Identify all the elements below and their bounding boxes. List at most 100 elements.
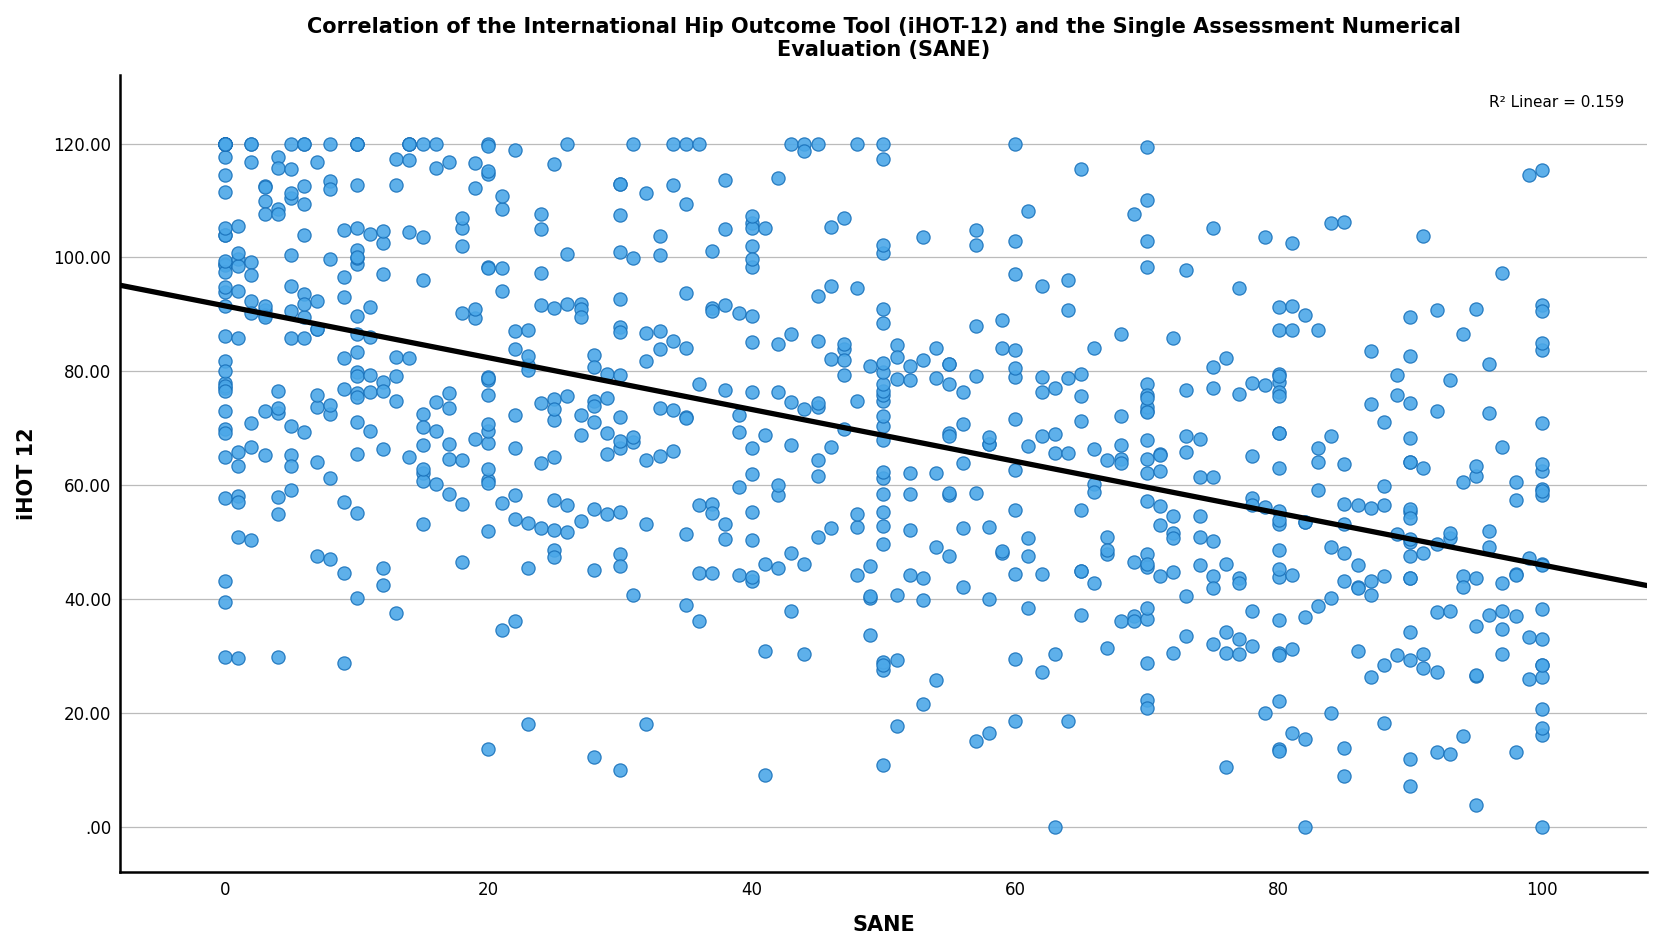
Point	[1028, 278, 1055, 293]
Point	[870, 393, 897, 408]
Point	[712, 517, 739, 532]
Point	[501, 323, 527, 338]
Point	[1200, 636, 1226, 651]
Point	[1055, 714, 1082, 729]
Point	[476, 387, 503, 403]
Point	[962, 318, 988, 333]
Point	[672, 409, 699, 425]
Point	[1358, 396, 1384, 411]
Point	[211, 298, 238, 313]
Point	[318, 174, 344, 189]
Point	[211, 253, 238, 268]
Point	[739, 238, 765, 253]
Point	[476, 163, 503, 178]
Point	[844, 520, 870, 535]
Point	[988, 545, 1015, 561]
Point	[621, 250, 647, 266]
Point	[211, 136, 238, 151]
Point	[581, 347, 607, 362]
Point	[1133, 556, 1160, 571]
Point	[1489, 266, 1516, 281]
Point	[251, 447, 278, 463]
Point	[356, 299, 383, 314]
Point	[870, 151, 897, 167]
Point	[1345, 580, 1371, 595]
Point	[1186, 469, 1213, 485]
Point	[211, 136, 238, 151]
Point	[436, 154, 463, 169]
Point	[1529, 482, 1556, 497]
Point	[1082, 477, 1108, 492]
Point	[1398, 396, 1424, 411]
Point	[369, 267, 396, 282]
Point	[1265, 374, 1291, 389]
Point	[383, 605, 409, 621]
Point	[739, 334, 765, 349]
Point	[238, 154, 265, 169]
Point	[607, 558, 634, 573]
Point	[265, 202, 291, 217]
Point	[541, 549, 567, 565]
Point	[870, 758, 897, 773]
Point	[897, 372, 924, 387]
Title: Correlation of the International Hip Outcome Tool (iHOT-12) and the Single Asses: Correlation of the International Hip Out…	[306, 17, 1461, 60]
Point	[1529, 720, 1556, 735]
Point	[1278, 323, 1305, 338]
Point	[238, 440, 265, 455]
Point	[514, 515, 541, 530]
Point	[1186, 557, 1213, 572]
Point	[752, 556, 779, 571]
Point	[817, 278, 844, 293]
Point	[329, 565, 356, 581]
Point	[1133, 692, 1160, 707]
Point	[211, 149, 238, 165]
Point	[1055, 446, 1082, 461]
Point	[305, 400, 331, 415]
Point	[726, 425, 752, 440]
Point	[278, 459, 305, 474]
Point	[1489, 603, 1516, 618]
Point	[305, 548, 331, 564]
Point	[830, 352, 857, 367]
Point	[409, 407, 436, 422]
Point	[830, 341, 857, 356]
Point	[1028, 385, 1055, 400]
Point	[369, 578, 396, 593]
Point	[699, 496, 726, 511]
Point	[1068, 607, 1095, 623]
Point	[476, 472, 503, 487]
Point	[1503, 567, 1529, 583]
Point	[1529, 602, 1556, 617]
Point	[1398, 510, 1424, 526]
Point	[870, 504, 897, 519]
Point	[343, 178, 369, 193]
Point	[251, 194, 278, 209]
Point	[962, 222, 988, 237]
Point	[1093, 545, 1120, 561]
Point	[699, 565, 726, 581]
Point	[646, 324, 672, 339]
Point	[1265, 569, 1291, 585]
Point	[672, 410, 699, 426]
Point	[607, 176, 634, 191]
Point	[1160, 508, 1186, 524]
Point	[423, 477, 449, 492]
Point	[1240, 498, 1266, 513]
Point	[211, 185, 238, 200]
Point	[1529, 335, 1556, 350]
Point	[790, 557, 817, 572]
Point	[1529, 464, 1556, 479]
Point	[1093, 453, 1120, 468]
Point	[659, 402, 686, 417]
Point	[238, 306, 265, 321]
Point	[686, 136, 712, 151]
Point	[463, 310, 489, 326]
Point	[396, 136, 423, 151]
Point	[278, 447, 305, 463]
Point	[699, 506, 726, 521]
Point	[884, 587, 910, 603]
Point	[1240, 448, 1266, 464]
Point	[1398, 309, 1424, 325]
Point	[409, 517, 436, 532]
Point	[870, 663, 897, 678]
